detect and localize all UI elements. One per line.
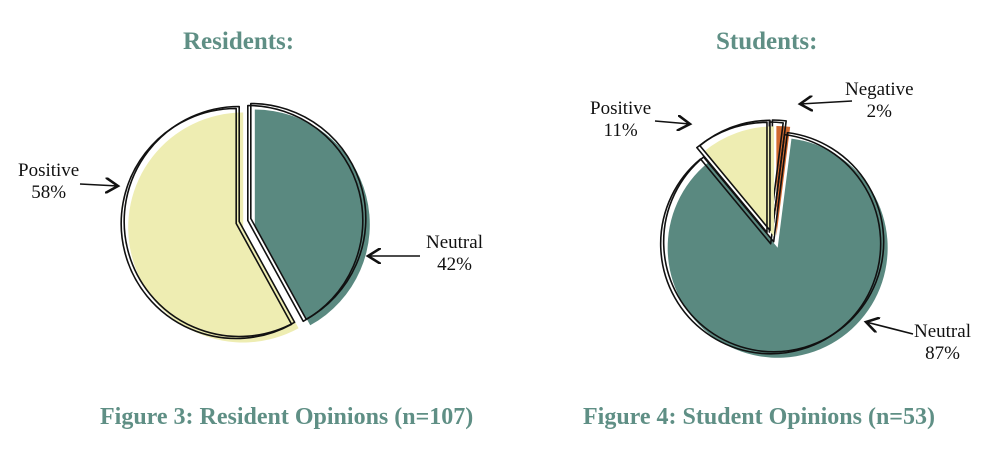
pie-slice-outline-neutral [662, 131, 885, 353]
slice-value: 11% [603, 120, 638, 141]
label-residents-positive: Positive 58% [18, 160, 79, 204]
label-students-neutral: Neutral 87% [914, 321, 971, 365]
label-students-positive: Positive 11% [590, 98, 651, 142]
arrow-residents-positive [79, 184, 118, 186]
pie-slice-outline-positive [696, 121, 768, 234]
slice-label: Neutral [914, 321, 971, 342]
label-students-negative: Negative 2% [845, 79, 914, 123]
pie-slice-neutral [254, 109, 370, 326]
label-residents-neutral: Neutral 42% [426, 232, 483, 276]
arrow-students-positive [654, 121, 690, 124]
pie-slice-outline-positive [120, 107, 293, 340]
residents-pie [120, 102, 370, 343]
pie-slice-outline-neutral [247, 104, 364, 323]
pie-slice-neutral [667, 138, 888, 358]
slice-label: Negative [845, 79, 914, 100]
arrow-students-negative [800, 101, 853, 104]
pie-slice-positive [128, 112, 299, 343]
pie-slice-outline-neutral [659, 133, 882, 355]
students-title: Students: [716, 28, 818, 55]
arrow-students-neutral [866, 322, 914, 335]
slice-value: 87% [925, 343, 960, 364]
slice-label: Positive [590, 98, 652, 119]
pie-slice-outline-negative [771, 119, 787, 231]
slice-value: 58% [31, 182, 67, 203]
pie-slice-positive [703, 126, 774, 237]
slice-value: 42% [437, 254, 472, 275]
slice-value: 2% [866, 101, 892, 122]
residents-title: Residents: [183, 28, 295, 55]
slice-label: Positive [18, 160, 80, 181]
students-caption: Figure 4: Student Opinions (n=53) [583, 404, 935, 430]
slice-label: Neutral [426, 232, 483, 253]
students-pie [659, 119, 888, 358]
residents-caption: Figure 3: Resident Opinions (n=107) [100, 404, 474, 430]
